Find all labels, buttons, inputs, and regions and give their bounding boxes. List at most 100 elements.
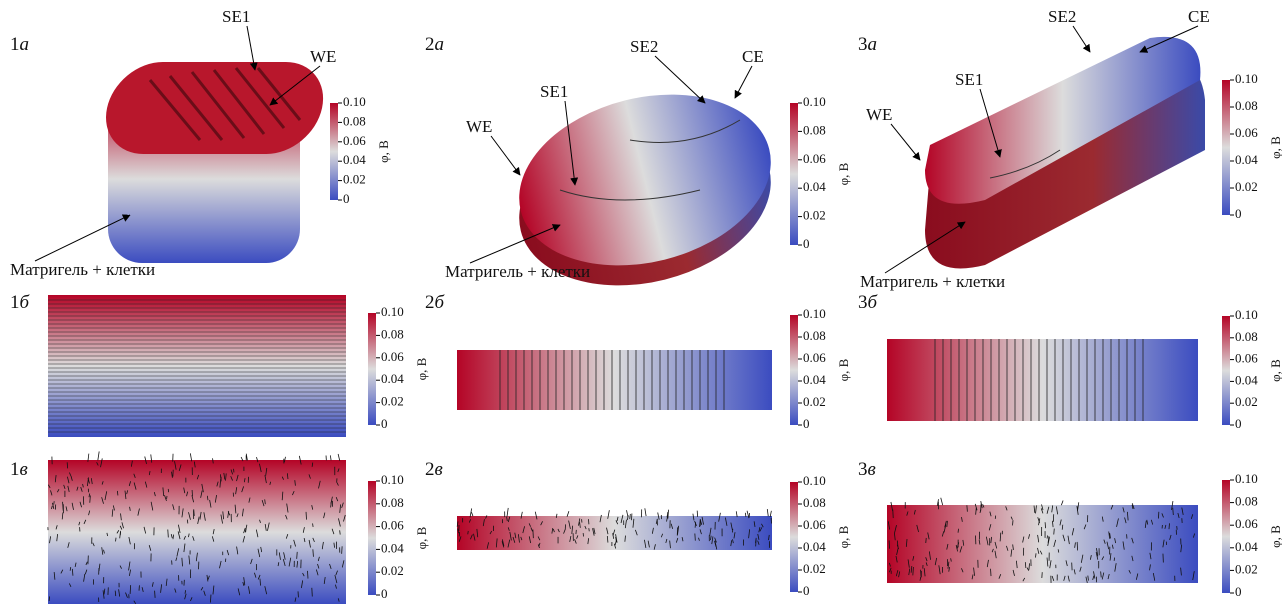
colorbar-tick-label: 0.02 (1235, 179, 1258, 194)
colorbar-tick-label: 0.10 (1235, 307, 1258, 322)
annotation: Матригель + клетки (860, 272, 1005, 291)
colorbar-tick-label: 0.10 (803, 473, 826, 488)
field-arrow (767, 509, 768, 516)
annotation-arrow (735, 66, 752, 98)
colorbar-tick-label: 0.08 (381, 326, 404, 341)
colorbar-tick-label: 0.02 (381, 394, 404, 409)
colorbar-tick-label: 0.08 (343, 113, 366, 128)
panel-number: 2 (425, 292, 435, 313)
field-arrow (471, 512, 472, 516)
colorbar-tick-label: 0 (803, 583, 810, 598)
colorbar-tick-label: 0 (1235, 416, 1242, 431)
panel-number: 1 (10, 34, 20, 55)
colorbar (1222, 480, 1230, 593)
colorbar-tick-label: 0.02 (803, 208, 826, 223)
annotation: SE2 (630, 37, 658, 56)
panel-letter: в (435, 459, 443, 480)
annotation: SE1 (540, 82, 568, 101)
field-arrow (627, 510, 628, 517)
annotation: WE (866, 105, 892, 124)
panel-number: 3 (858, 459, 868, 480)
panel-letter: а (868, 34, 878, 55)
colorbar (368, 481, 376, 595)
field-arrow (1062, 525, 1063, 530)
colorbar-label: φ, В (836, 162, 851, 185)
annotation: SE1 (222, 7, 250, 26)
colorbar-tick-label: 0.10 (381, 304, 404, 319)
colorbar-tick-label: 0.02 (343, 172, 366, 187)
colorbar-label: φ, В (836, 358, 851, 381)
colorbar-label: φ, В (1268, 359, 1282, 382)
field-arrow (645, 508, 646, 516)
field-arrow (155, 591, 156, 598)
field-arrow (913, 567, 914, 575)
field-arrow (340, 530, 341, 534)
colorbar-tick-label: 0.02 (803, 394, 826, 409)
colorbar-tick-label: 0 (343, 191, 350, 206)
field-arrow (90, 496, 91, 503)
colorbar-tick-label: 0.06 (343, 133, 366, 148)
annotation: WE (466, 117, 492, 136)
annotation: WE (310, 47, 336, 66)
panel-number: 3 (858, 34, 868, 55)
colorbar-tick-label: 0.02 (1235, 561, 1258, 576)
annotation-arrow (1073, 26, 1090, 52)
colorbar-tick-label: 0.10 (1235, 471, 1258, 486)
colorbar-label: φ, В (414, 357, 429, 380)
colorbar-label: φ, В (376, 140, 391, 163)
colorbar-tick-label: 0.04 (803, 179, 826, 194)
field-arrow (98, 451, 99, 460)
field-arrow (889, 540, 890, 548)
colorbar-tick-label: 0.06 (803, 517, 826, 532)
field-arrow (115, 591, 116, 596)
panel-number: 1 (10, 292, 20, 313)
annotation-arrow (491, 136, 520, 175)
colorbar-tick-label: 0.04 (381, 540, 404, 555)
annotation: SE1 (955, 70, 983, 89)
field-arrow (1101, 571, 1102, 577)
colorbar-tick-label: 0.04 (1235, 539, 1258, 554)
panel-number: 2 (425, 34, 435, 55)
panel-label: 1в (10, 459, 28, 480)
panel-letter: б (868, 292, 879, 313)
annotation: CE (1188, 7, 1210, 26)
colorbar-tick-label: 0.06 (1235, 125, 1258, 140)
colorbar-tick-label: 0.06 (803, 151, 826, 166)
field-arrow (1035, 553, 1036, 557)
panel-letter: а (435, 34, 445, 55)
colorbar-tick-label: 0.04 (803, 539, 826, 554)
figure: 1 а SE1 WE Матригель + клетки 0.10 0.08 0.06 0.0… (0, 0, 1282, 604)
colorbar-tick-label: 0 (803, 416, 810, 431)
colorbar-tick-label: 0.04 (381, 371, 404, 386)
colorbar-tick-label: 0.06 (1235, 351, 1258, 366)
field-arrow (117, 491, 118, 496)
colorbar-tick-label: 0 (1235, 206, 1242, 221)
field-arrow (338, 454, 340, 461)
colorbar-tick-label: 0.08 (1235, 98, 1258, 113)
colorbar-tick-label: 0.08 (1235, 494, 1258, 509)
panel-label: 2а (425, 34, 444, 55)
colorbar-tick-label: 0.02 (1235, 394, 1258, 409)
colorbar (1222, 316, 1230, 425)
field-arrow (297, 552, 298, 559)
annotation: CE (742, 47, 764, 66)
colorbar-tick-label: 0 (1235, 584, 1242, 599)
field-arrow (967, 505, 968, 511)
colorbar (790, 315, 798, 425)
colorbar-tick-label: 0.10 (381, 472, 404, 487)
colorbar-tick-label: 0.08 (1235, 329, 1258, 344)
field-arrow (313, 549, 314, 556)
colorbar-tick-label: 0.06 (803, 350, 826, 365)
panel-label: 3б (858, 292, 879, 313)
colorbar-label: φ, В (1268, 525, 1282, 548)
colorbar-label: φ, В (1268, 136, 1282, 159)
colorbar-tick-label: 0.10 (803, 94, 826, 109)
colorbar-tick-label: 0.04 (1235, 152, 1258, 167)
field-arrow (1054, 529, 1055, 535)
panel-label: 2в (425, 459, 443, 480)
panel-number: 1 (10, 459, 20, 480)
panel-number: 2 (425, 459, 435, 480)
field-arrow (194, 509, 195, 516)
panel-letter: в (868, 459, 876, 480)
colorbar-tick-label: 0.04 (343, 152, 366, 167)
